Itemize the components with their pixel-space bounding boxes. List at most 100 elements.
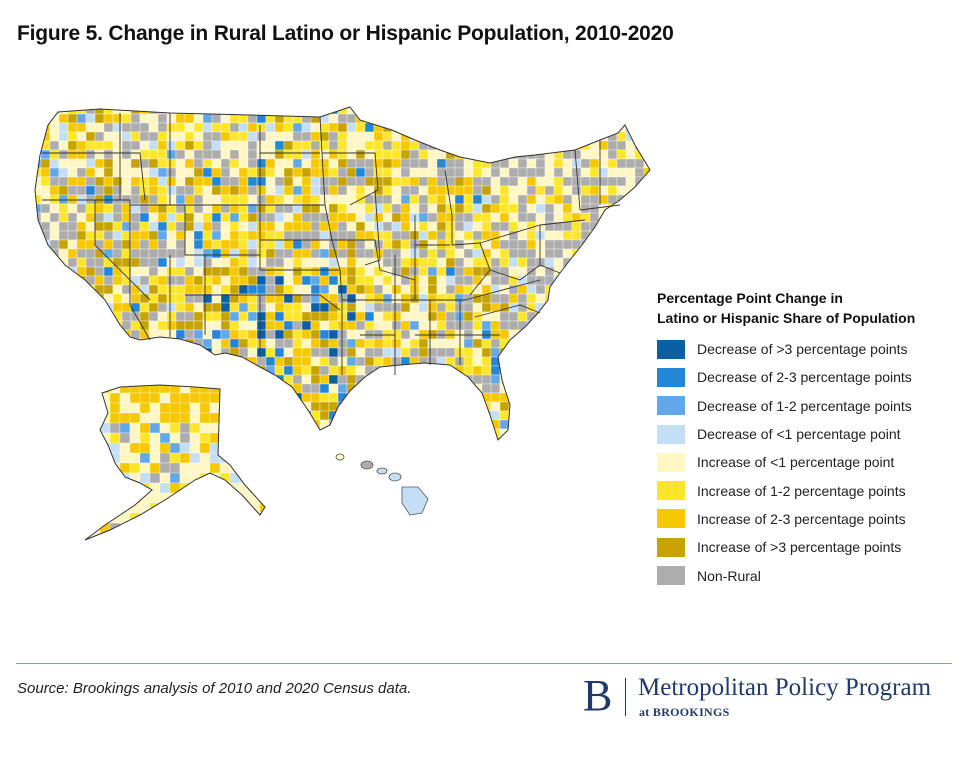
county-cell <box>157 221 168 232</box>
county-cell <box>274 212 285 223</box>
county-cell <box>553 113 564 124</box>
county-cell <box>643 107 650 115</box>
county-cell <box>229 402 241 414</box>
county-cell <box>472 107 483 115</box>
county-cell <box>67 428 78 439</box>
county-cell <box>193 266 204 277</box>
county-cell <box>643 122 650 133</box>
county-cell <box>562 365 573 376</box>
county-cell <box>653 222 660 231</box>
county-cell <box>179 472 191 484</box>
county-cell <box>481 131 492 142</box>
county-cell <box>328 284 339 295</box>
county-cell <box>274 167 285 178</box>
county-cell <box>625 320 636 331</box>
county-cell <box>400 257 411 268</box>
county-cell <box>653 267 660 276</box>
county-cell <box>85 140 96 151</box>
county-cell <box>598 428 609 439</box>
county-cell <box>346 230 357 241</box>
county-cell <box>562 248 573 259</box>
county-cell <box>436 167 447 178</box>
county-cell <box>337 221 348 232</box>
county-cell <box>355 176 366 187</box>
county-cell <box>418 122 429 133</box>
county-cell <box>499 131 510 142</box>
county-cell <box>634 302 645 313</box>
county-cell <box>310 338 321 349</box>
county-cell <box>109 412 121 424</box>
county-cell <box>472 221 483 232</box>
county-cell <box>139 385 151 394</box>
county-cell <box>562 203 573 214</box>
county-cell <box>472 212 483 223</box>
county-cell <box>364 302 375 313</box>
county-cell <box>121 374 132 385</box>
county-cell <box>202 374 213 385</box>
county-cell <box>94 257 105 268</box>
county-cell <box>85 239 96 250</box>
county-cell <box>607 311 618 322</box>
county-cell <box>445 347 456 358</box>
county-cell <box>58 239 69 250</box>
county-cell <box>274 266 285 277</box>
county-cell <box>382 275 393 286</box>
county-cell <box>553 107 564 115</box>
county-cell <box>130 107 141 115</box>
county-cell <box>148 221 159 232</box>
county-cell <box>121 107 132 115</box>
county-cell <box>346 212 357 223</box>
county-cell <box>238 266 249 277</box>
county-cell <box>490 293 501 304</box>
county-cell <box>238 230 249 241</box>
county-cell <box>427 356 438 367</box>
legend-item: Increase of >3 percentage points <box>657 533 957 561</box>
county-cell <box>89 422 101 434</box>
county-cell <box>436 392 447 403</box>
county-cell <box>202 140 213 151</box>
county-cell <box>454 131 465 142</box>
county-cell <box>193 158 204 169</box>
county-cell <box>99 472 111 484</box>
county-cell <box>247 311 258 322</box>
county-cell <box>427 401 438 412</box>
county-cell <box>454 248 465 259</box>
county-cell <box>229 113 240 124</box>
county-cell <box>94 122 105 133</box>
county-cell <box>517 230 528 241</box>
county-cell <box>58 140 69 151</box>
county-cell <box>219 482 231 494</box>
county-cell <box>238 428 249 439</box>
county-cell <box>119 482 131 494</box>
county-cell <box>40 149 51 160</box>
county-cell <box>109 422 121 434</box>
county-cell <box>607 257 618 268</box>
county-cell <box>99 422 111 434</box>
county-cell <box>499 212 510 223</box>
county-cell <box>229 502 241 514</box>
county-cell <box>67 194 78 205</box>
county-cell <box>499 401 510 412</box>
county-cell <box>256 329 267 340</box>
county-cell <box>436 293 447 304</box>
county-cell <box>643 365 650 376</box>
county-cell <box>202 320 213 331</box>
county-cell <box>239 522 251 534</box>
county-cell <box>256 275 267 286</box>
county-cell <box>553 185 564 196</box>
county-cell <box>265 392 276 403</box>
county-cell <box>337 338 348 349</box>
county-cell <box>58 419 69 430</box>
county-cell <box>616 311 627 322</box>
county-cell <box>292 428 303 439</box>
county-cell <box>239 402 251 414</box>
county-cell <box>139 462 151 474</box>
county-cell <box>400 410 411 421</box>
county-cell <box>175 320 186 331</box>
county-cell <box>418 113 429 124</box>
county-cell <box>535 266 546 277</box>
county-cell <box>634 311 645 322</box>
county-cell <box>179 522 191 534</box>
county-cell <box>382 320 393 331</box>
county-cell <box>292 194 303 205</box>
